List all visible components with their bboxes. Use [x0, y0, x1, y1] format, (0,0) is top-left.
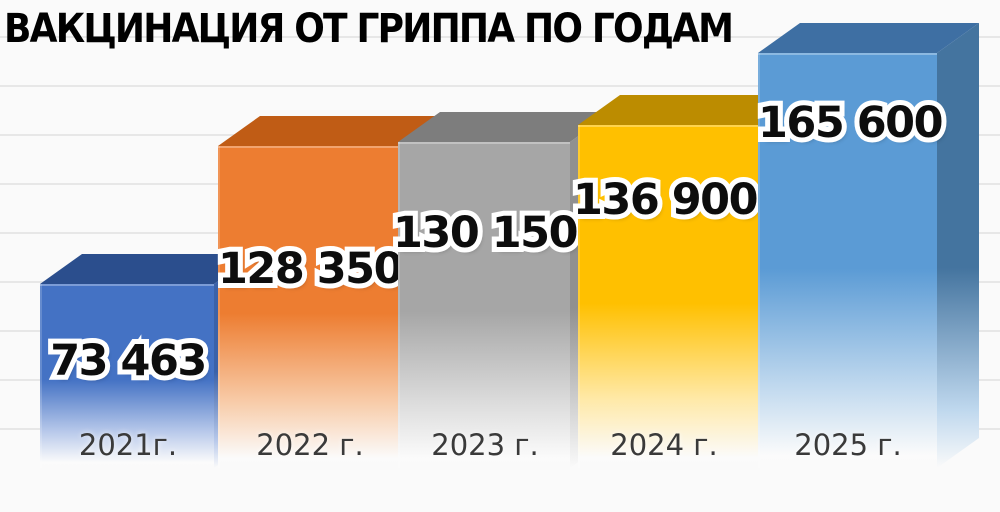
- value-text: 130 150: [393, 208, 579, 258]
- bar-year-label: 2021г.: [78, 428, 178, 462]
- value-outline: 130 150: [388, 203, 584, 263]
- gridline: [0, 36, 1000, 38]
- value-outline: 136 900: [568, 170, 764, 230]
- bar-year-label: 2024 г.: [610, 428, 718, 462]
- value-text: 165 600: [758, 98, 944, 148]
- bar-year-label: 2022 г.: [256, 428, 364, 462]
- bar-top-face: [398, 112, 612, 142]
- bar-front-face: [758, 53, 937, 468]
- value-text: 128 350: [218, 244, 404, 294]
- value-outline: 165 600: [753, 93, 949, 153]
- value-outline: 128 350: [213, 239, 409, 299]
- bar-front-face: [578, 125, 758, 468]
- bar-front-face: [398, 142, 570, 468]
- bar-value-label: 165 600 165 600: [753, 93, 949, 153]
- bar-front-face: [40, 284, 214, 468]
- bar-value-label: 130 150 130 150: [388, 203, 584, 263]
- bar-value-label: 136 900 136 900: [568, 170, 764, 230]
- value-text: 73 463: [50, 336, 207, 386]
- bar-top-face: [758, 23, 979, 53]
- bar-value-label: 128 350 128 350: [213, 239, 409, 299]
- bar-side-face: [937, 23, 979, 468]
- bar-value-label: 73 463 73 463: [45, 331, 212, 391]
- chart-title: ВАКЦИНАЦИЯ ОТ ГРИППА ПО ГОДАМ: [4, 6, 734, 52]
- value-text: 136 900: [573, 175, 759, 225]
- bar-year-label: 2025 г.: [794, 428, 902, 462]
- bar-front-face: [218, 146, 398, 468]
- gridline: [0, 85, 1000, 87]
- value-outline: 73 463: [45, 331, 212, 391]
- bar-year-label: 2023 г.: [431, 428, 539, 462]
